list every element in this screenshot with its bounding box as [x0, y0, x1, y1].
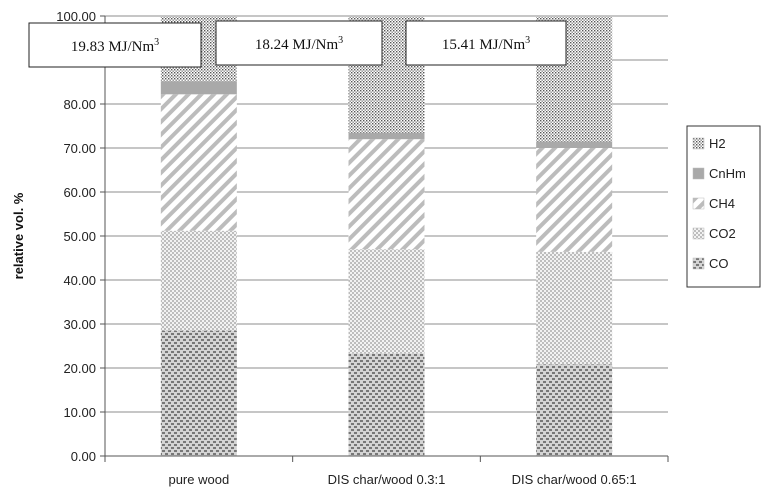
y-tick-label: 40.00: [63, 273, 96, 288]
x-axis-ticks: pure wood DIS char/wood 0.3:1 DIS char/woo…: [104, 456, 669, 487]
bar-segment-co: [348, 353, 425, 456]
y-tick-label: 70.00: [63, 141, 96, 156]
bar-segment-cnhm: [348, 132, 425, 140]
annotation-box: [405, 20, 567, 66]
annotation-box: [28, 22, 202, 68]
bar-segment-ch4: [536, 148, 613, 252]
y-axis-ticks: 0.00 10.00 20.00 30.00 40.00 50.00 60.00 70.00 8…: [56, 9, 105, 464]
bars: [160, 16, 613, 456]
legend-label-ch4: CH4: [709, 196, 735, 211]
bar-segment-co2: [536, 251, 613, 365]
legend-label-cnhm: CnHm: [709, 166, 746, 181]
bar-segment-co2: [348, 249, 425, 354]
bar-segment-cnhm: [536, 141, 613, 148]
annotation-box: [215, 20, 383, 66]
annotation-text: 19.83 MJ/Nm3: [71, 37, 159, 55]
legend-swatch-cnhm: [692, 167, 705, 180]
y-tick-label: 30.00: [63, 317, 96, 332]
axes: [104, 16, 668, 457]
y-tick-label: 10.00: [63, 405, 96, 420]
bar-segment-ch4: [160, 94, 237, 231]
y-tick-label: 100.00: [56, 9, 96, 24]
y-tick-label: 80.00: [63, 97, 96, 112]
legend-label-co2: CO2: [709, 226, 736, 241]
y-tick-label: 20.00: [63, 361, 96, 376]
energy-annotations: 19.83 MJ/Nm3 18.24 MJ/Nm3 15.41 MJ/Nm3: [28, 20, 567, 68]
x-tick-label: pure wood: [168, 472, 229, 487]
legend: H2 CnHm CH4 CO2 CO: [686, 125, 761, 288]
x-tick-label: DIS char/wood 0.65:1: [512, 472, 637, 487]
legend-swatch-co: [692, 257, 705, 270]
x-tick-label: DIS char/wood 0.3:1: [328, 472, 446, 487]
legend-label-h2: H2: [709, 136, 726, 151]
annotation-text: 15.41 MJ/Nm3: [442, 35, 530, 53]
y-tick-label: 50.00: [63, 229, 96, 244]
bar-segment-co2: [160, 230, 237, 331]
y-tick-label: 0.00: [71, 449, 96, 464]
bar-segment-cnhm: [160, 81, 237, 95]
legend-swatch-co2: [692, 227, 705, 240]
legend-swatch-h2: [692, 137, 705, 150]
bar-segment-ch4: [348, 139, 425, 250]
annotation-text: 18.24 MJ/Nm3: [255, 35, 343, 53]
legend-label-co: CO: [709, 256, 729, 271]
bar-segment-co: [536, 364, 613, 456]
y-tick-label: 60.00: [63, 185, 96, 200]
bar-segment-co: [160, 330, 237, 456]
y-axis-label: relative vol. %: [11, 192, 26, 279]
legend-swatch-ch4: [692, 197, 705, 210]
